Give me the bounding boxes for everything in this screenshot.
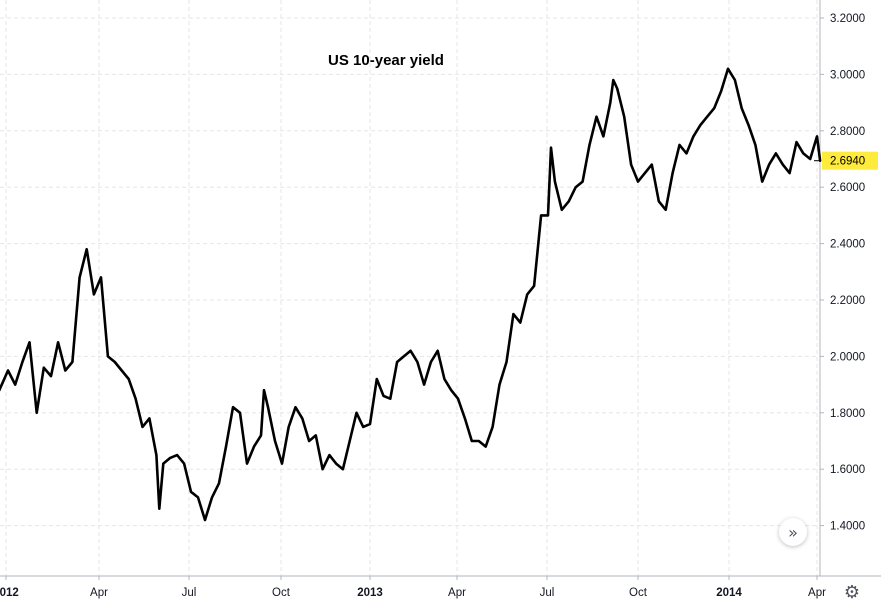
x-tick-label: Apr [90,587,108,599]
y-tick-label: 1.4000 [830,521,865,533]
y-tick-label: 2.0000 [830,351,865,363]
last-price-box [822,151,878,170]
x-tick-label: 2012 [0,587,19,599]
y-tick-label: 2.8000 [830,126,865,138]
x-tick-label: Jul [182,587,197,599]
chart-title: US 10-year yield [328,52,444,69]
yield-series-line [0,67,822,522]
x-tick-label: Apr [808,587,826,599]
y-tick-label: 1.8000 [830,408,865,420]
scroll-to-realtime-button[interactable]: » [779,518,807,546]
y-tick-label: 3.0000 [830,69,865,81]
y-tick-label: 2.2000 [830,295,865,307]
y-tick-label: 1.6000 [830,464,865,476]
x-tick-label: Jul [540,587,555,599]
x-tick-label: 2014 [716,587,742,599]
y-tick-label: 3.2000 [830,13,865,25]
last-price-tag: 2.6940 [814,151,878,170]
y-tick-label: 2.6000 [830,182,865,194]
last-price-label: 2.6940 [830,156,865,168]
settings-gear-icon[interactable]: ⚙ [843,581,861,603]
series-layer [0,67,822,522]
x-tick-label: Oct [629,587,648,599]
y-tick-label: 2.4000 [830,239,865,251]
x-tick-label: Apr [448,587,466,599]
x-tick-label: 2013 [357,587,383,599]
grid-layer [0,0,818,576]
x-tick-label: Oct [272,587,291,599]
